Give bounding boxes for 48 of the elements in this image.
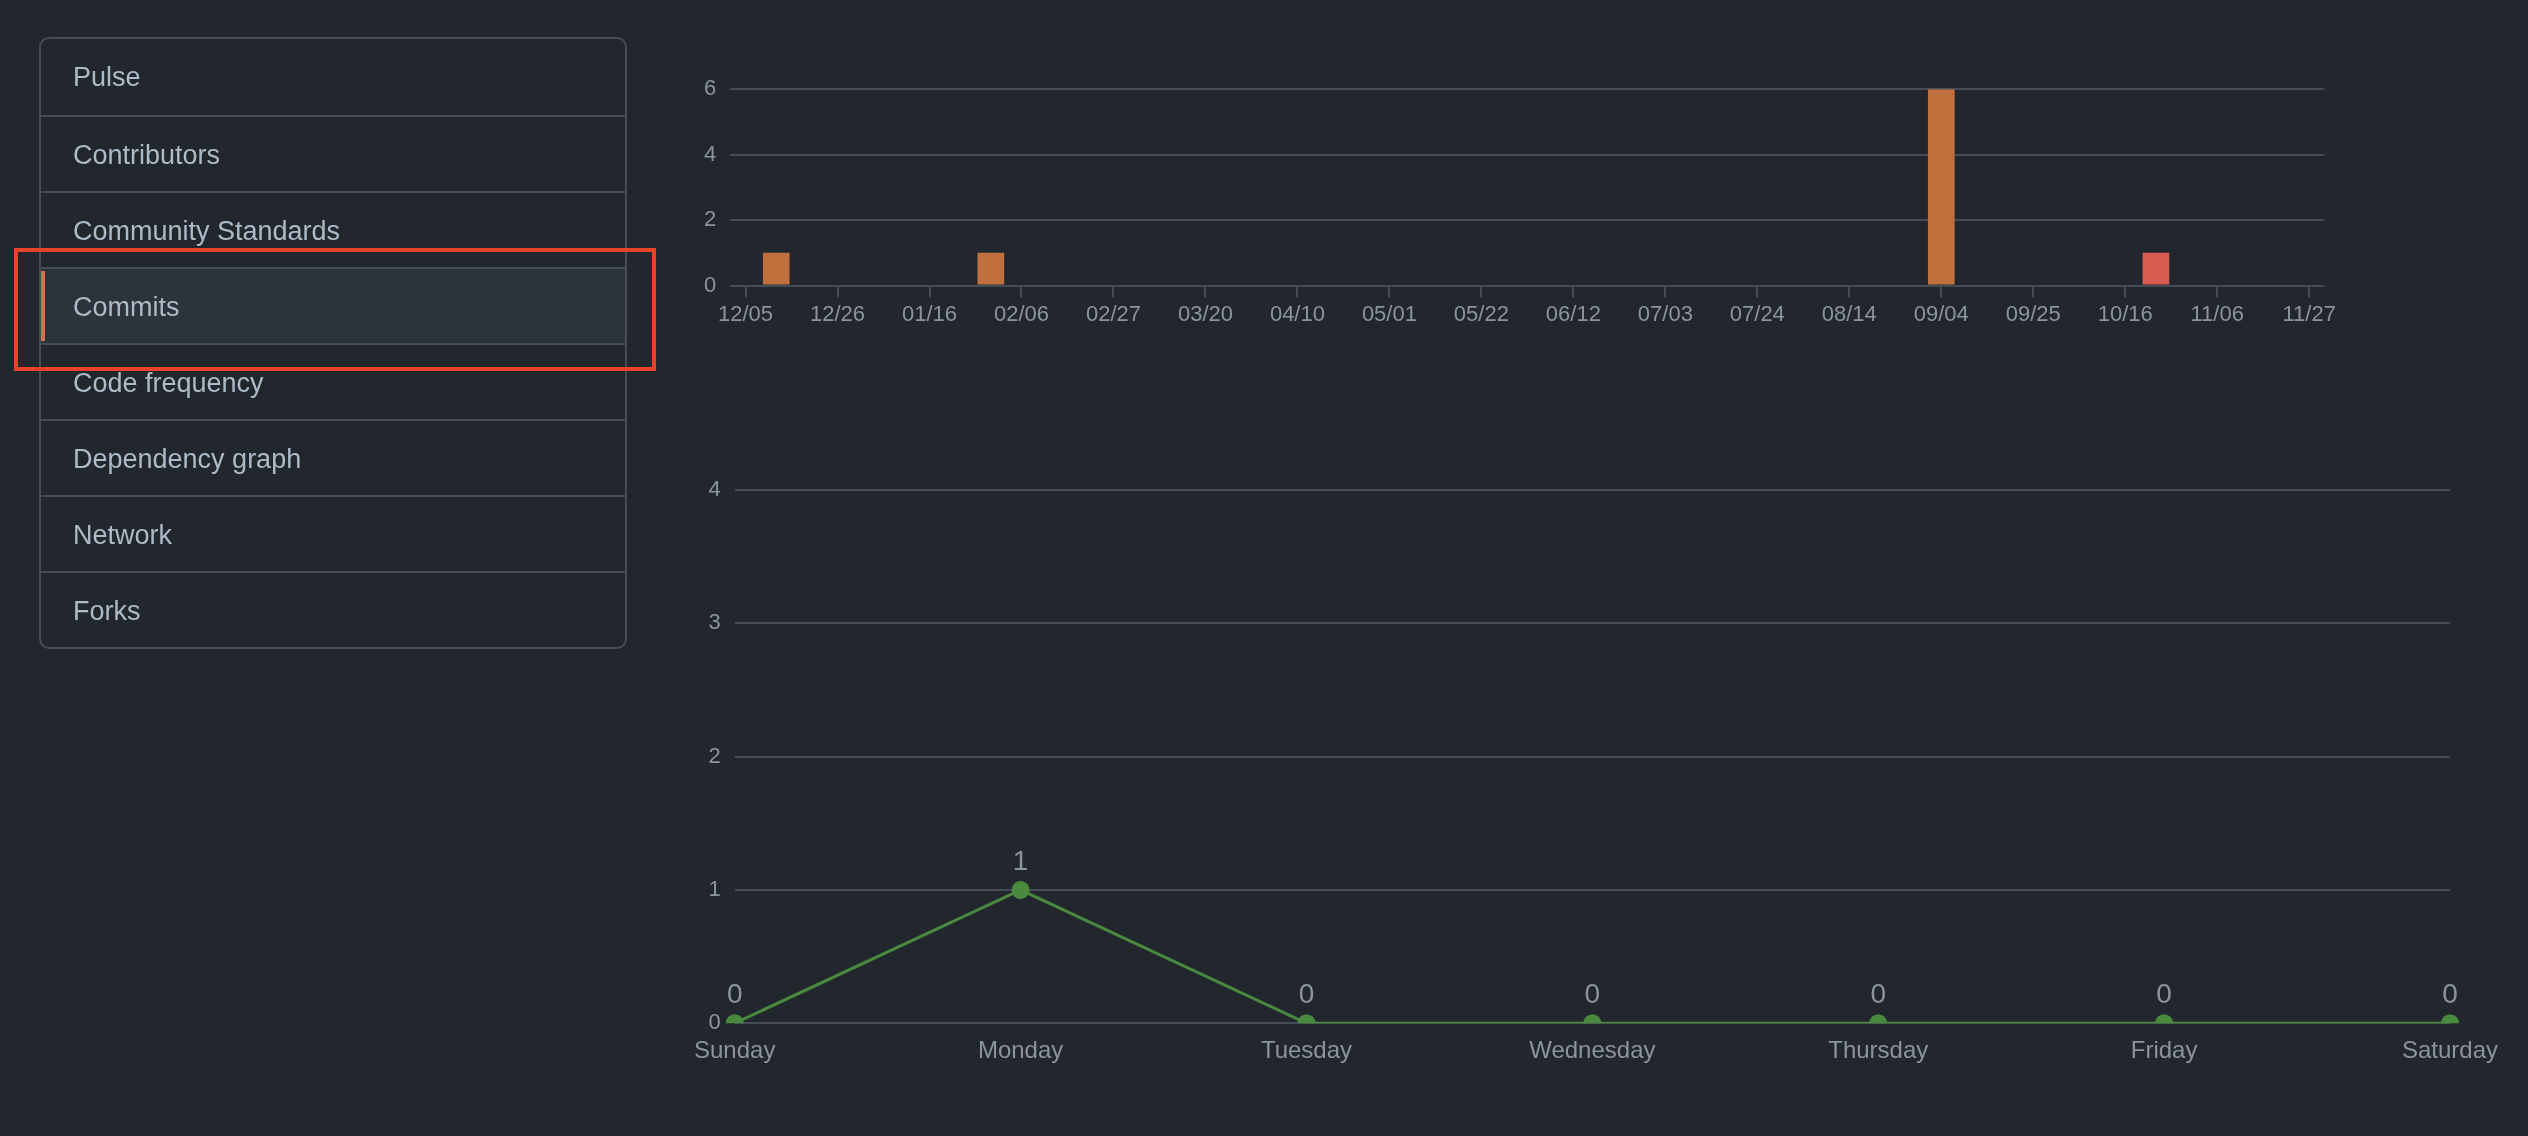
x-tick-label: Friday xyxy=(2130,1036,2198,1064)
text: Contributors xyxy=(41,115,625,191)
x-tick-label: 11/27 xyxy=(2282,300,2336,326)
x-tick-label: 11/06 xyxy=(2190,300,2244,326)
x-tick-label: Sunday xyxy=(694,1036,776,1064)
y-tick-label: 0 xyxy=(703,271,717,297)
x-tick-label: 06/12 xyxy=(1545,300,1601,326)
text: Commits xyxy=(41,267,625,343)
x-tick-label: 02/06 xyxy=(993,300,1050,326)
x-tick-label: Tuesday xyxy=(1260,1036,1353,1064)
y-tick-label: 6 xyxy=(703,75,717,101)
text: Forks xyxy=(41,571,625,647)
y-tick-label: 1 xyxy=(708,875,721,901)
x-tick-label: 08/14 xyxy=(1821,300,1877,326)
x-tick-label: 07/24 xyxy=(1729,300,1785,326)
text: Community Standards xyxy=(41,191,625,267)
data-label: 0 xyxy=(1870,977,1887,1009)
data-label: 0 xyxy=(2156,977,2172,1009)
x-tick-label: Saturday xyxy=(2401,1036,2499,1064)
y-tick-label: 4 xyxy=(708,476,721,502)
x-tick-label: 12/05 xyxy=(718,300,774,326)
y-tick-label: 0 xyxy=(708,1009,721,1035)
x-tick-label: 07/03 xyxy=(1637,300,1693,326)
x-tick-label: 10/16 xyxy=(2097,300,2153,326)
text: Pulse xyxy=(72,61,142,94)
data-label: 0 xyxy=(1298,977,1315,1009)
x-tick-label: 05/01 xyxy=(1361,300,1417,326)
text: Code frequency xyxy=(41,343,625,419)
x-tick-label: Wednesday xyxy=(1529,1036,1656,1064)
x-tick-label: 04/10 xyxy=(1269,300,1325,326)
x-tick-label: 09/25 xyxy=(2005,300,2061,326)
y-tick-label: 4 xyxy=(703,140,717,166)
x-tick-label: 03/20 xyxy=(1177,300,1233,326)
x-tick-label: 01/16 xyxy=(901,300,958,326)
x-tick-label: 09/04 xyxy=(1913,300,1969,326)
y-tick-label: 2 xyxy=(703,206,717,232)
data-label: 1 xyxy=(1012,844,1029,876)
x-tick-label: Thursday xyxy=(1828,1036,1929,1064)
text: Network xyxy=(41,495,625,571)
y-tick-label: 3 xyxy=(708,609,721,635)
x-tick-label: 12/26 xyxy=(810,300,866,326)
x-tick-label: 02/27 xyxy=(1085,300,1142,326)
y-tick-label: 2 xyxy=(708,742,721,768)
x-tick-label: Monday xyxy=(977,1036,1064,1064)
data-label: 0 xyxy=(2442,977,2458,1009)
data-label: 0 xyxy=(1584,977,1601,1009)
x-tick-label: 05/22 xyxy=(1453,300,1509,326)
text: Dependency graph xyxy=(41,419,625,495)
